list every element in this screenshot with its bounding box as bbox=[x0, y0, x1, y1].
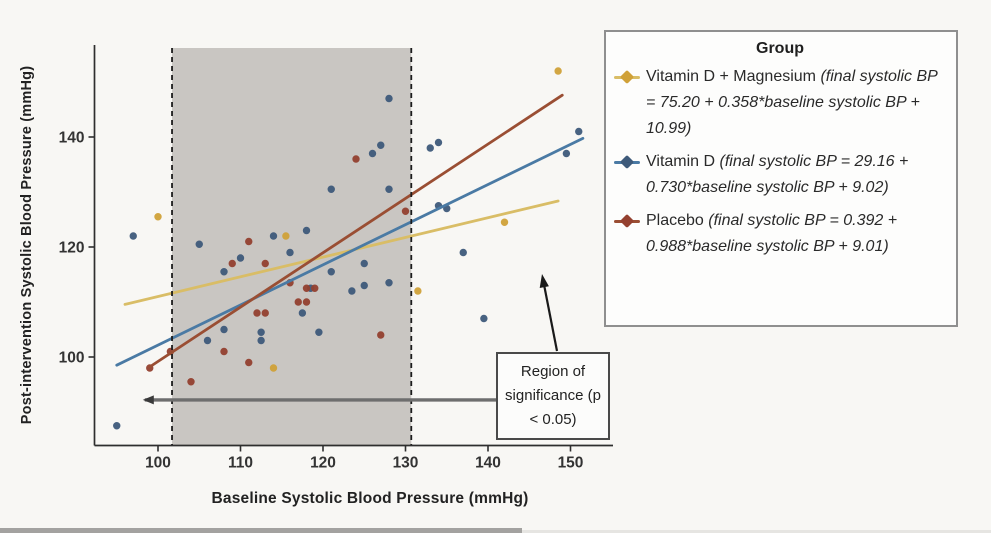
y-axis-title: Post-intervention Systolic Blood Pressur… bbox=[19, 65, 35, 425]
x-tick-label: 130 bbox=[393, 455, 419, 472]
bottom-edge-bar-light bbox=[522, 530, 991, 533]
data-point-placebo bbox=[261, 259, 269, 268]
data-point-vitamin-d bbox=[195, 240, 203, 248]
data-point-vitamin-d bbox=[368, 149, 377, 158]
data-point-placebo bbox=[245, 358, 253, 367]
legend-entry-name: Placebo bbox=[646, 212, 709, 229]
data-point-placebo bbox=[253, 309, 261, 317]
legend-entry-equation: (final systolic BP = 0.392 + 0.988*basel… bbox=[646, 212, 898, 255]
legend-title: Group bbox=[756, 40, 804, 57]
legend-entry-name: Vitamin D + Magnesium bbox=[646, 68, 821, 85]
y-tick-label: 100 bbox=[59, 350, 85, 367]
data-point-placebo bbox=[228, 259, 236, 268]
data-point-placebo bbox=[294, 298, 302, 306]
legend-key-dot bbox=[619, 154, 635, 170]
legend-entry-equation: (final systolic BP = 75.20 + 0.358*basel… bbox=[646, 68, 938, 137]
data-point-vitamin-d bbox=[385, 94, 393, 103]
data-point-placebo bbox=[302, 284, 311, 292]
data-point-vitamin-d-magnesium bbox=[554, 67, 562, 75]
data-point-vitamin-d bbox=[360, 281, 368, 290]
data-point-vitamin-d bbox=[257, 328, 265, 336]
data-point-vitamin-d bbox=[360, 259, 368, 268]
legend-entry-label: Vitamin D (final systolic BP = 29.16 + 0… bbox=[646, 149, 942, 201]
x-tick-label: 150 bbox=[558, 455, 584, 472]
legend-entry: Vitamin D + Magnesium (final systolic BP… bbox=[612, 64, 948, 142]
callout-arrow-head bbox=[539, 274, 549, 288]
data-point-vitamin-d bbox=[315, 328, 323, 336]
legend-box: Group Vitamin D + Magnesium (final systo… bbox=[604, 30, 958, 327]
data-point-placebo bbox=[187, 378, 195, 386]
data-point-vitamin-d bbox=[327, 185, 335, 193]
data-point-vitamin-d bbox=[385, 185, 393, 193]
data-point-vitamin-d bbox=[236, 254, 245, 262]
data-point-placebo bbox=[302, 298, 311, 306]
x-tick-label: 120 bbox=[310, 455, 336, 472]
data-point-vitamin-d bbox=[203, 336, 212, 345]
data-point-vitamin-d-magnesium bbox=[282, 232, 290, 240]
data-point-vitamin-d bbox=[286, 248, 294, 257]
data-point-placebo bbox=[245, 237, 253, 246]
legend-entry: Vitamin D (final systolic BP = 29.16 + 0… bbox=[612, 149, 948, 201]
data-point-vitamin-d bbox=[302, 226, 311, 235]
x-tick-label: 110 bbox=[228, 455, 253, 472]
data-point-vitamin-d bbox=[298, 309, 307, 317]
legend-key-icon bbox=[612, 208, 646, 234]
data-point-vitamin-d bbox=[113, 422, 121, 430]
data-point-placebo bbox=[220, 347, 228, 356]
data-point-vitamin-d-magnesium bbox=[414, 287, 422, 295]
legend-key-icon bbox=[612, 149, 646, 175]
callout-arrow-line bbox=[542, 281, 559, 352]
data-point-vitamin-d bbox=[575, 127, 583, 136]
legend-entries: Vitamin D + Magnesium (final systolic BP… bbox=[612, 64, 948, 260]
legend-key-icon bbox=[612, 64, 646, 90]
data-point-vitamin-d bbox=[129, 232, 137, 240]
region-of-significance-band bbox=[172, 48, 412, 446]
data-point-vitamin-d bbox=[257, 336, 265, 345]
bottom-edge-bar bbox=[0, 528, 522, 533]
data-point-vitamin-d bbox=[220, 268, 228, 276]
regression-line-vitamin-d-magnesium bbox=[123, 199, 560, 306]
legend-entry-name: Vitamin D bbox=[646, 153, 720, 170]
data-point-placebo bbox=[261, 309, 269, 317]
data-point-vitamin-d bbox=[434, 138, 443, 147]
regression-line-placebo bbox=[148, 93, 564, 369]
data-point-vitamin-d bbox=[348, 287, 356, 295]
legend-entry: Placebo (final systolic BP = 0.392 + 0.9… bbox=[612, 208, 948, 260]
legend-key-dot bbox=[619, 69, 635, 85]
data-point-vitamin-d-magnesium bbox=[154, 213, 162, 221]
legend-key-dot bbox=[619, 213, 635, 229]
y-tick-label: 120 bbox=[59, 240, 85, 257]
significance-segment-arrowhead bbox=[142, 395, 154, 405]
data-point-vitamin-d bbox=[459, 248, 467, 257]
x-tick-label: 100 bbox=[145, 455, 171, 472]
data-point-vitamin-d bbox=[269, 232, 278, 240]
legend-entry-label: Placebo (final systolic BP = 0.392 + 0.9… bbox=[646, 208, 942, 260]
data-point-vitamin-d bbox=[426, 144, 434, 152]
region-of-significance-callout: Region of significance (p < 0.05) bbox=[496, 352, 610, 440]
legend-entry-equation: (final systolic BP = 29.16 + 0.730*basel… bbox=[646, 153, 909, 196]
data-point-placebo bbox=[352, 155, 360, 163]
data-point-vitamin-d-magnesium bbox=[500, 218, 509, 226]
data-point-vitamin-d bbox=[562, 149, 571, 158]
regression-line-vitamin-d bbox=[115, 136, 585, 367]
scatter-plot: 100 110 120 130 140 150 100 120 140 bbox=[59, 45, 613, 472]
legend-entry-label: Vitamin D + Magnesium (final systolic BP… bbox=[646, 64, 942, 142]
data-point-vitamin-d bbox=[220, 325, 228, 334]
data-point-vitamin-d-magnesium bbox=[269, 364, 278, 372]
data-point-vitamin-d bbox=[385, 279, 393, 287]
x-tick-label: 140 bbox=[475, 455, 501, 472]
data-point-vitamin-d bbox=[327, 268, 335, 276]
data-point-vitamin-d bbox=[377, 141, 385, 149]
data-point-placebo bbox=[377, 331, 385, 339]
x-axis-title: Baseline Systolic Blood Pressure (mmHg) bbox=[211, 490, 529, 507]
data-point-vitamin-d bbox=[480, 314, 488, 323]
y-tick-label: 140 bbox=[59, 130, 85, 147]
data-point-placebo bbox=[311, 284, 319, 292]
data-point-placebo bbox=[401, 207, 410, 215]
